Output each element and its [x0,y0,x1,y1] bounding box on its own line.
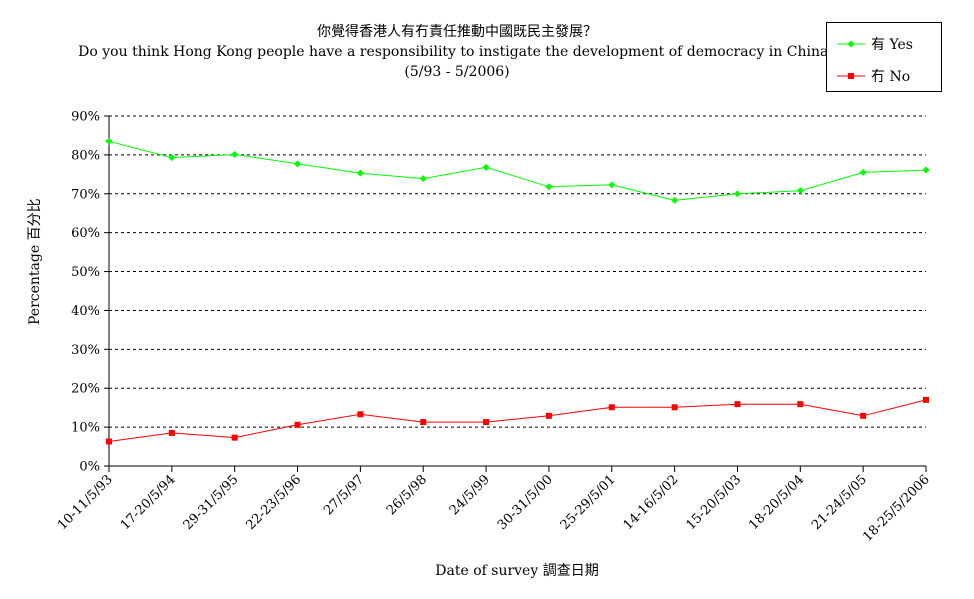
y-tick-label: 50% [71,265,100,280]
data-point-yes [294,160,302,168]
series-line-yes [108,140,927,201]
data-point-yes [922,166,930,174]
chart-subtitle: Do you think Hong Kong people have a res… [78,44,836,60]
data-point-no [420,419,427,426]
data-point-yes [419,175,427,183]
x-axis-label: Date of survey 調查日期 [435,563,599,579]
data-point-yes [859,168,867,176]
legend: 有 Yes 冇 No [826,22,942,92]
data-point-no [168,429,175,436]
y-tick-label: 80% [71,148,100,163]
data-point-yes [671,196,679,204]
data-point-no [797,401,804,408]
data-point-no [734,401,741,408]
y-tick-label: 90% [71,110,100,125]
data-point-no [357,411,364,418]
data-point-yes [608,181,616,189]
legend-item-no: 冇 No [837,66,910,86]
y-tick-label: 40% [71,304,100,319]
data-point-no [483,419,490,426]
data-point-yes [482,163,490,171]
x-tick-label: 10-11/5/93 [55,472,116,533]
data-point-no [294,421,301,428]
legend-marker-yes [837,40,865,48]
y-tick-label: 30% [71,343,100,358]
data-point-yes [168,154,176,162]
legend-label-yes: 有 Yes [871,37,913,53]
data-point-yes [105,137,113,145]
y-tick-label: 60% [71,226,100,241]
y-tick-label: 0% [79,460,100,475]
legend-marker-no [837,73,865,79]
data-point-no [923,396,929,403]
chart-title-block: 你覺得香港人有冇責任推動中國既民主發展？ Do you think Hong K… [0,22,914,82]
series-line-no [108,399,927,442]
y-tick-label: 20% [71,382,100,397]
x-tick-label: 22-23/5/96 [244,472,305,533]
x-tick-label: 25-29/5/01 [558,472,619,533]
data-point-yes [796,187,804,195]
x-tick-label: 29-31/5/95 [181,472,242,533]
x-tick-label: 15-20/5/03 [683,472,744,533]
legend-item-yes: 有 Yes [837,34,913,54]
data-point-no [608,404,615,411]
x-tick-label: 27/5/97 [321,472,367,518]
x-tick-label: 18-25/5/2006 [860,472,933,545]
data-point-no [671,404,678,411]
y-tick-label: 70% [71,187,100,202]
data-point-yes [733,190,741,198]
x-tick-label: 30-31/5/00 [495,472,556,533]
data-point-no [545,412,552,419]
data-point-yes [231,151,239,158]
chart-period: (5/93 - 5/2006) [404,64,510,80]
x-tick-label: 18-20/5/04 [746,472,807,533]
chart-title: 你覺得香港人有冇責任推動中國既民主發展？ [317,24,597,40]
data-point-no [860,412,867,419]
y-axis-label: Percentage 百分比 [27,198,43,325]
legend-label-no: 冇 No [871,69,911,85]
data-point-no [231,434,238,441]
x-tick-label: 14-16/5/02 [621,472,682,533]
data-point-yes [356,169,364,177]
x-tick-label: 26/5/98 [384,472,430,518]
y-tick-label: 10% [71,421,100,436]
data-point-yes [545,183,553,191]
data-point-no [106,438,112,445]
x-tick-label: 24/5/99 [447,472,493,518]
x-tick-label: 21-24/5/05 [809,472,870,533]
x-tick-label: 17-20/5/94 [118,472,179,533]
